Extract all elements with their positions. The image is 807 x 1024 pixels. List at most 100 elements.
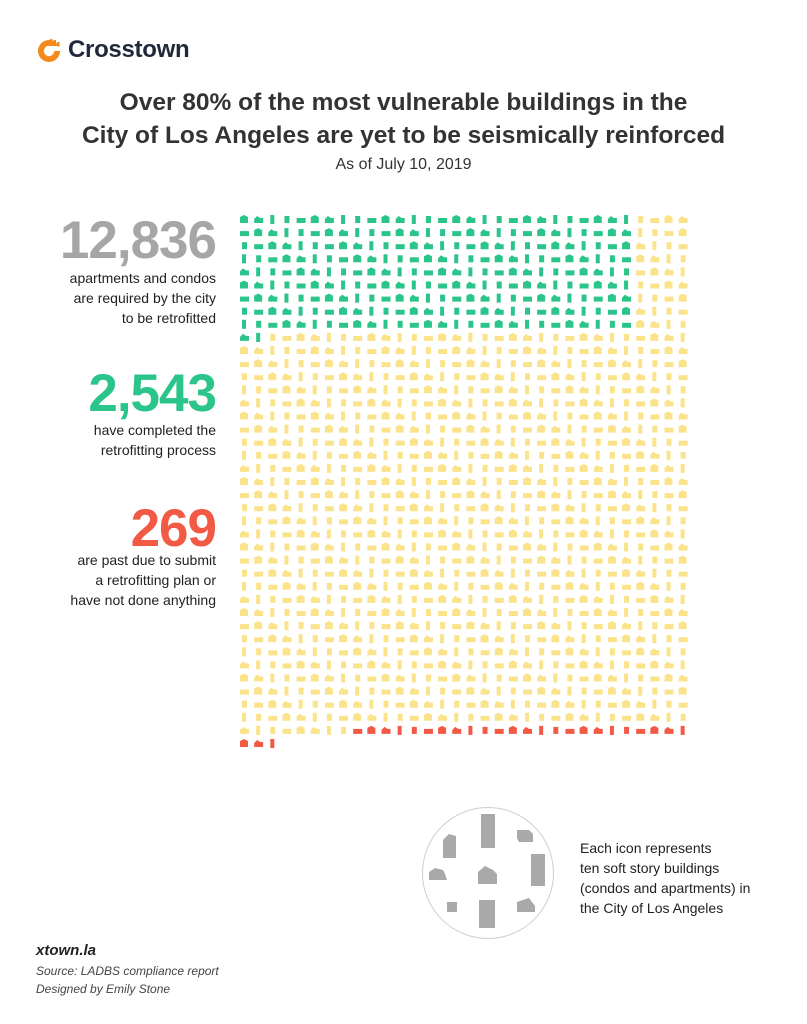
waffle-building-icon — [466, 543, 476, 551]
waffle-building-icon — [369, 503, 374, 513]
waffle-building-icon — [567, 490, 572, 500]
waffle-building-icon — [423, 242, 433, 250]
waffle-building-icon — [537, 571, 547, 577]
waffle-building-icon — [355, 281, 361, 289]
waffle-building-icon — [312, 647, 317, 657]
waffle-building-icon — [324, 244, 334, 250]
waffle-building-icon — [367, 283, 377, 289]
waffle-building-icon — [312, 700, 318, 708]
waffle-building-icon — [381, 296, 391, 302]
waffle-building-icon — [438, 545, 448, 551]
waffle-building-icon — [482, 464, 488, 472]
waffle-building-icon — [383, 569, 389, 577]
waffle-building-icon — [678, 686, 687, 695]
waffle-building-icon — [339, 519, 349, 525]
waffle-building-icon — [567, 293, 572, 303]
waffle-building-icon — [454, 647, 459, 657]
waffle-building-icon — [537, 543, 547, 551]
waffle-building-icon — [395, 506, 405, 512]
waffle-building-icon — [383, 635, 389, 643]
waffle-building-icon — [240, 689, 249, 695]
waffle-building-icon — [381, 558, 391, 564]
waffle-building-icon — [593, 726, 603, 734]
waffle-building-icon — [650, 594, 659, 603]
waffle-building-icon — [537, 244, 547, 250]
waffle-building-icon — [284, 424, 289, 434]
building-icon — [517, 898, 535, 912]
waffle-building-icon — [652, 241, 657, 251]
waffle-building-icon — [480, 715, 490, 721]
waffle-building-icon — [537, 702, 547, 708]
waffle-building-icon — [296, 332, 305, 341]
waffle-building-icon — [324, 228, 333, 237]
waffle-building-icon — [240, 477, 248, 485]
waffle-building-icon — [609, 582, 615, 590]
waffle-building-icon — [324, 490, 333, 499]
waffle-building-icon — [341, 411, 346, 421]
waffle-building-icon — [565, 307, 575, 315]
waffle-building-icon — [480, 360, 490, 368]
waffle-building-icon — [381, 493, 391, 499]
waffle-building-icon — [607, 216, 617, 223]
stat-total-description: apartments and condos are required by th… — [70, 268, 216, 328]
waffle-building-icon — [438, 594, 447, 603]
waffle-building-icon — [256, 332, 261, 342]
waffle-building-icon — [609, 398, 614, 408]
waffle-building-icon — [593, 399, 603, 407]
waffle-building-icon — [254, 674, 264, 682]
waffle-building-icon — [525, 635, 530, 643]
waffle-building-icon — [551, 622, 561, 630]
waffle-building-icon — [409, 519, 419, 525]
waffle-building-icon — [339, 294, 349, 302]
waffle-building-icon — [666, 319, 671, 329]
waffle-building-icon — [579, 582, 589, 590]
waffle-building-icon — [256, 725, 261, 735]
waffle-building-icon — [638, 686, 643, 696]
waffle-building-icon — [452, 280, 461, 289]
waffle-building-icon — [423, 516, 432, 525]
waffle-building-icon — [480, 425, 490, 433]
waffle-building-icon — [298, 229, 304, 237]
waffle-building-icon — [355, 490, 360, 500]
waffle-building-icon — [622, 687, 632, 695]
waffle-building-icon — [270, 595, 276, 603]
stat-completed-value: 2,543 — [88, 364, 217, 423]
waffle-building-icon — [353, 319, 362, 328]
waffle-building-icon — [595, 516, 600, 526]
waffle-building-icon — [326, 267, 331, 277]
waffle-building-icon — [567, 609, 573, 616]
waffle-building-icon — [466, 609, 476, 616]
waffle-building-icon — [310, 346, 319, 354]
crosstown-logo: Crosstown — [36, 36, 190, 64]
waffle-building-icon — [624, 268, 630, 276]
waffle-building-icon — [539, 463, 544, 473]
waffle-building-icon — [240, 608, 248, 616]
waffle-building-icon — [438, 414, 448, 420]
waffle-building-icon — [680, 386, 686, 394]
waffle-building-icon — [284, 412, 290, 420]
waffle-building-icon — [339, 425, 349, 433]
waffle-building-icon — [565, 401, 575, 407]
waffle-building-icon — [339, 257, 349, 263]
waffle-building-icon — [636, 242, 646, 250]
waffle-building-icon — [381, 542, 390, 551]
waffle-building-icon — [324, 506, 334, 512]
waffle-building-icon — [466, 674, 476, 682]
waffle-building-icon — [341, 726, 347, 734]
waffle-building-icon — [593, 280, 602, 289]
waffle-building-icon — [609, 386, 615, 394]
waffle-building-icon — [567, 555, 572, 565]
waffle-building-icon — [525, 254, 529, 264]
waffle-building-icon — [565, 254, 574, 263]
waffle-building-icon — [310, 231, 320, 237]
waffle-building-icon — [411, 542, 416, 552]
waffle-building-icon — [298, 241, 303, 251]
waffle-building-icon — [381, 362, 391, 368]
waffle-building-icon — [395, 281, 405, 289]
waffle-building-icon — [240, 624, 249, 630]
waffle-building-icon — [353, 516, 362, 525]
waffle-building-icon — [636, 254, 645, 263]
waffle-building-icon — [270, 268, 276, 276]
waffle-building-icon — [423, 438, 433, 446]
waffle-building-icon — [579, 660, 588, 669]
